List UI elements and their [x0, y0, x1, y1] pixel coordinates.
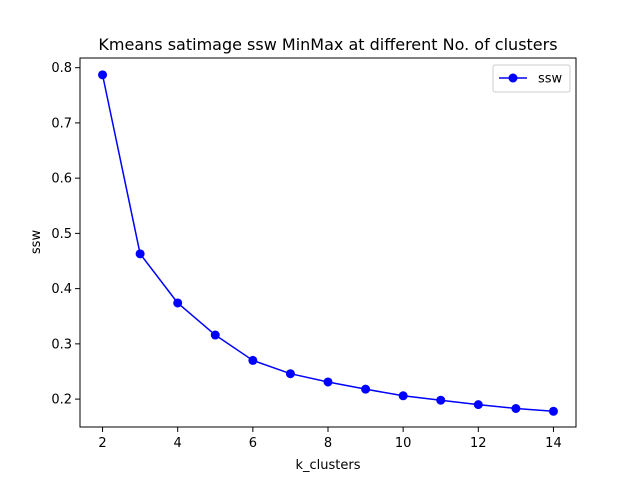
axes-frame [79, 57, 577, 428]
y-tick-label: 0.5 [51, 227, 72, 242]
data-point [436, 395, 446, 405]
x-tick-label: 10 [395, 436, 412, 451]
data-point [398, 391, 408, 401]
y-axis-label: ssw [29, 230, 44, 255]
y-tick-label: 0.6 [51, 172, 72, 187]
y-tick-label: 0.4 [51, 282, 72, 297]
data-point [511, 403, 521, 413]
x-tick-label: 2 [98, 436, 106, 451]
chart-title: Kmeans satimage ssw MinMax at different … [98, 35, 557, 54]
data-point [473, 400, 483, 410]
data-point [210, 330, 220, 340]
legend: ssw [492, 64, 571, 93]
y-tick-label: 0.2 [51, 393, 72, 408]
x-tick-label: 8 [324, 436, 332, 451]
y-tick-label: 0.7 [51, 116, 72, 131]
data-point [135, 249, 145, 259]
data-point [285, 369, 295, 379]
data-point [248, 355, 258, 365]
data-point [323, 377, 333, 387]
x-tick-label: 14 [545, 436, 562, 451]
legend-box [492, 64, 571, 93]
legend-label: ssw [538, 72, 563, 87]
x-tick-label: 12 [470, 436, 487, 451]
x-tick-label: 6 [249, 436, 257, 451]
data-point [173, 298, 183, 308]
data-point [98, 70, 108, 80]
data-point [548, 406, 558, 416]
data-point [361, 384, 371, 394]
plot-area: 2 4 6 8 10 12 14 0.2 0.3 0.4 0.5 0.6 0.7 0.8 [51, 57, 577, 451]
legend-marker-sample [508, 73, 518, 83]
y-tick-label: 0.8 [51, 61, 72, 76]
y-tick-label: 0.3 [51, 337, 72, 352]
x-tick-label: 4 [174, 436, 182, 451]
x-axis-label: k_clusters [295, 458, 360, 473]
